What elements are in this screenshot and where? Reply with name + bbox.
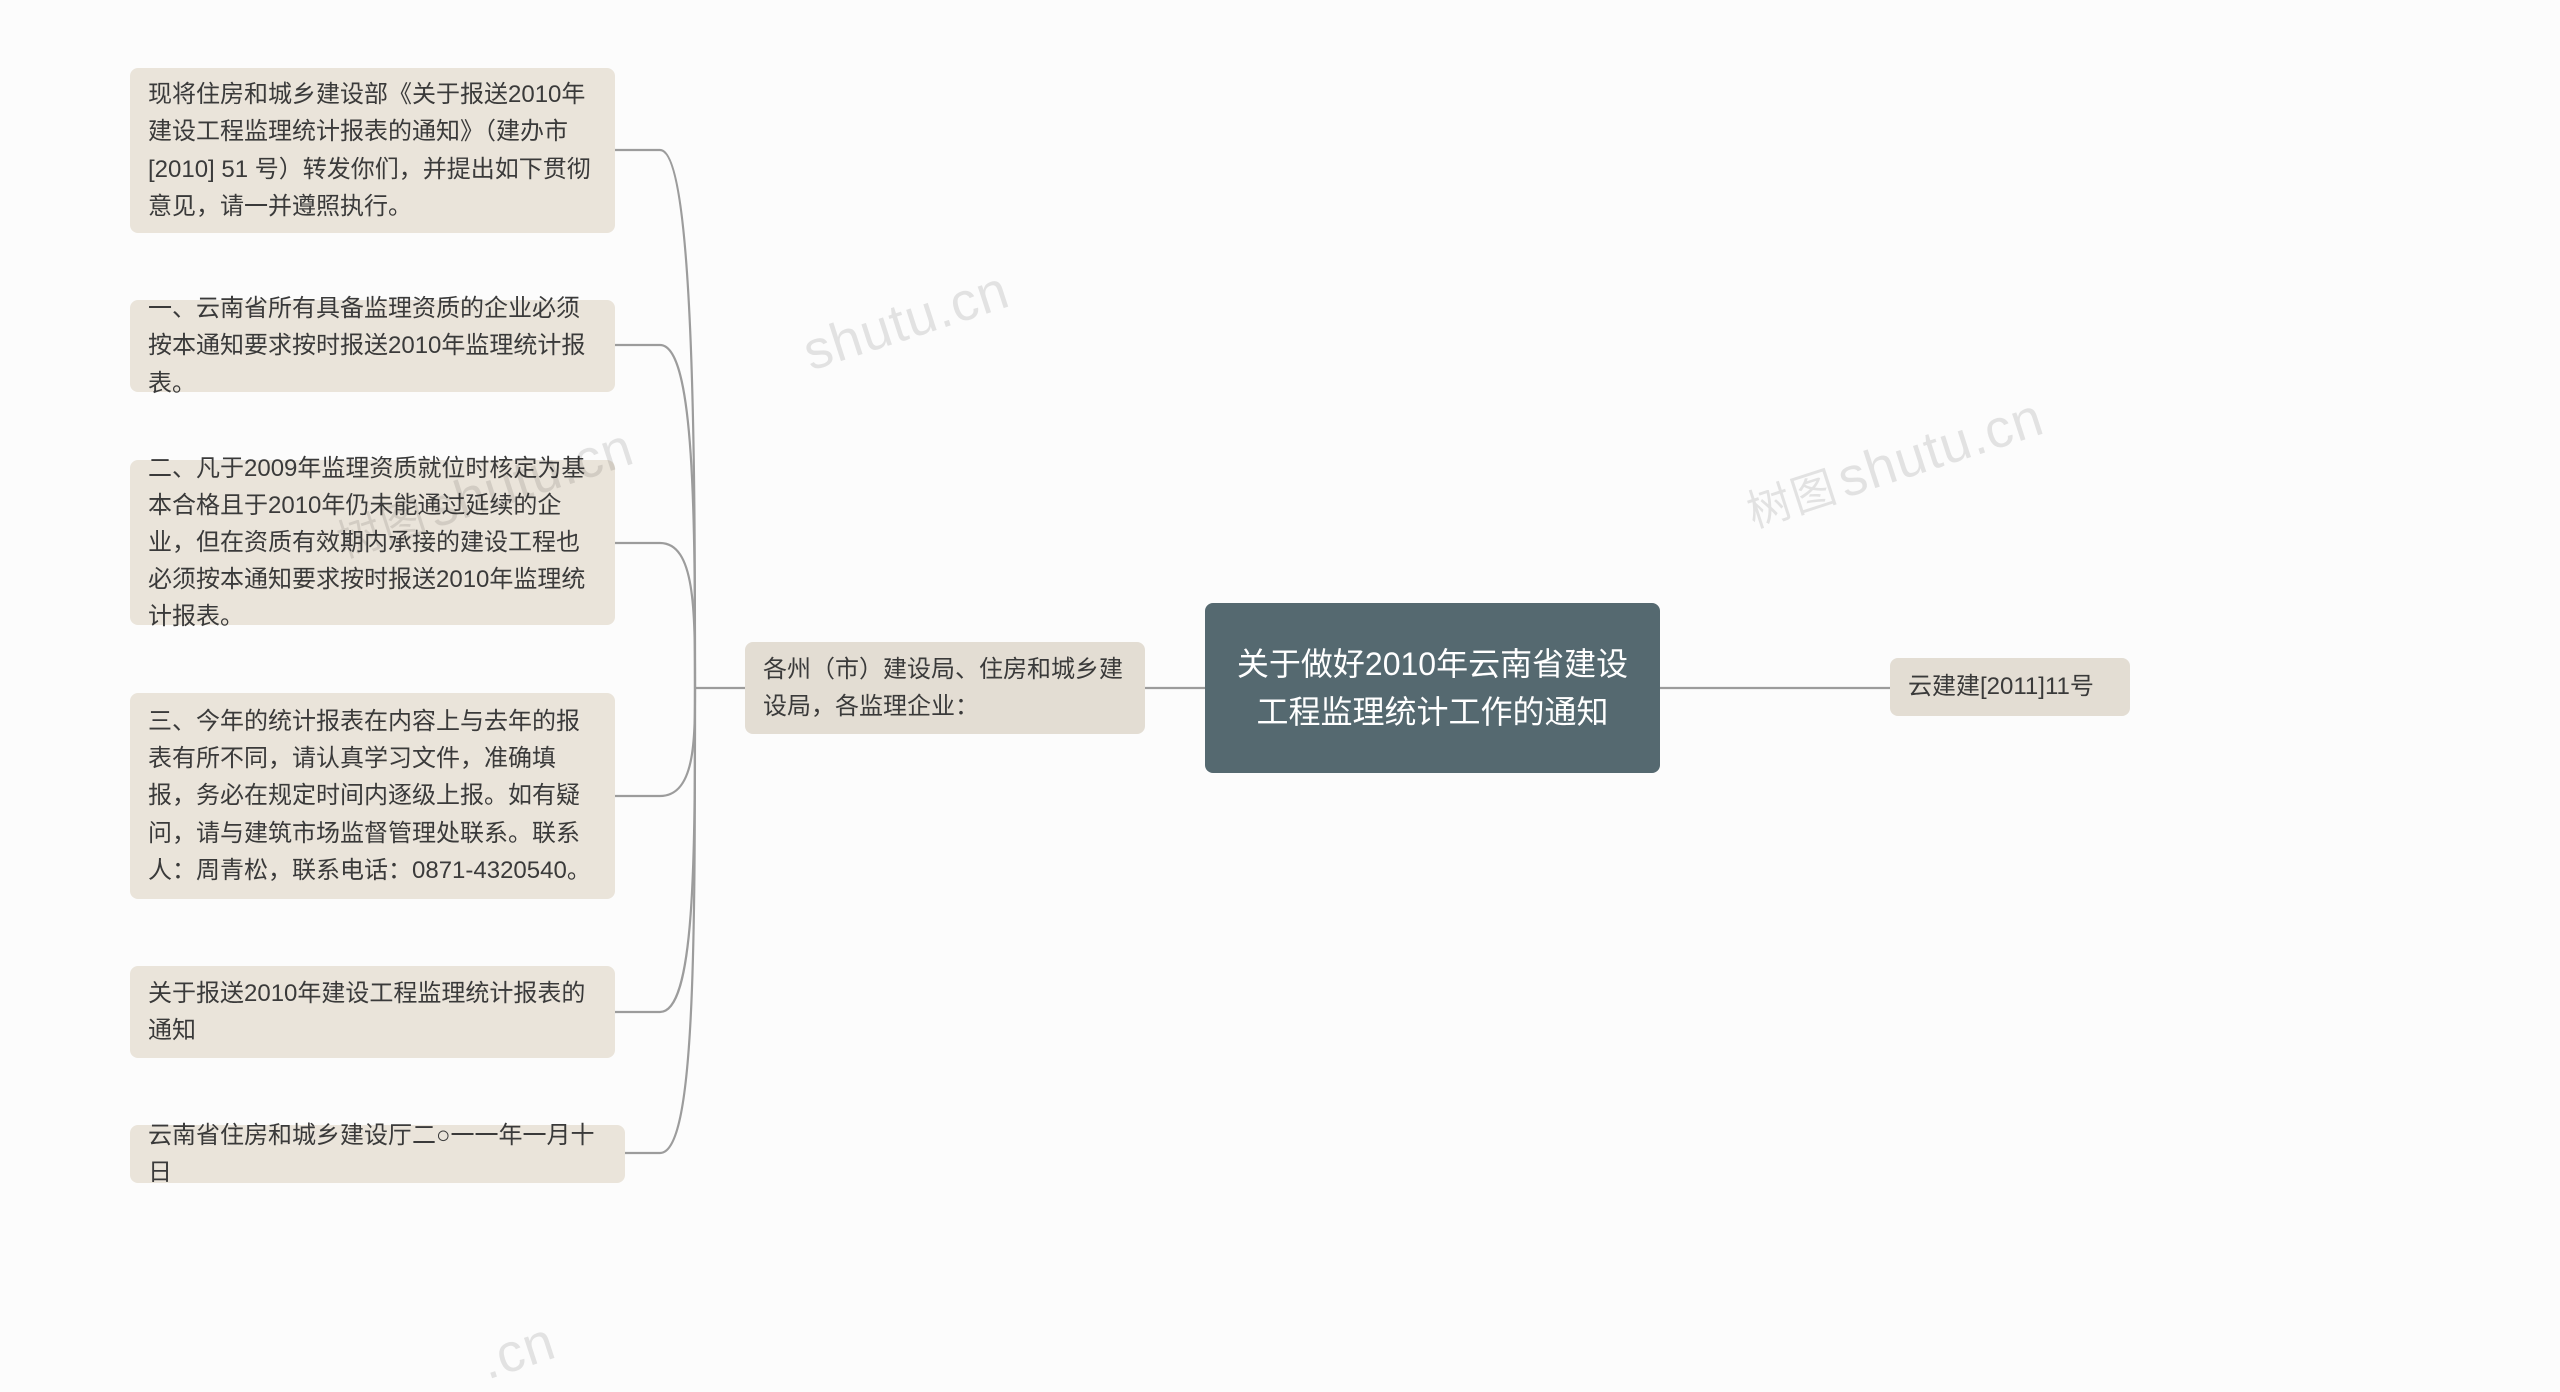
left-child-0[interactable]: 现将住房和城乡建设部《关于报送2010年建设工程监理统计报表的通知》（建办市[2… (130, 68, 615, 233)
left-child-5-text: 云南省住房和城乡建设厅二○一一年一月十日 (148, 1117, 607, 1191)
edge-left-child-1 (615, 345, 695, 688)
left-child-0-text: 现将住房和城乡建设部《关于报送2010年建设工程监理统计报表的通知》（建办市[2… (148, 76, 597, 225)
right-branch-label: 云建建[2011]11号 (1908, 668, 2094, 705)
left-child-2[interactable]: 二、凡于2009年监理资质就位时核定为基本合格且于2010年仍未能通过延续的企业… (130, 460, 615, 625)
left-child-2-text: 二、凡于2009年监理资质就位时核定为基本合格且于2010年仍未能通过延续的企业… (148, 450, 597, 636)
left-child-1[interactable]: 一、云南省所有具备监理资质的企业必须按本通知要求按时报送2010年监理统计报表。 (130, 300, 615, 392)
watermark-3-cn (475, 1343, 490, 1390)
watermark-2-cn: 树图 (1741, 462, 1844, 537)
watermark-2: 树图 shutu.cn (1738, 384, 2051, 540)
left-child-3[interactable]: 三、今年的统计报表在内容上与去年的报表有所不同，请认真学习文件，准确填报，务必在… (130, 693, 615, 899)
left-child-3-text: 三、今年的统计报表在内容上与去年的报表有所不同，请认真学习文件，准确填报，务必在… (148, 703, 597, 889)
left-branch-node[interactable]: 各州（市）建设局、住房和城乡建设局，各监理企业： (745, 642, 1145, 734)
left-child-1-text: 一、云南省所有具备监理资质的企业必须按本通知要求按时报送2010年监理统计报表。 (148, 290, 597, 402)
watermark-2-en: shutu.cn (1830, 387, 2050, 510)
watermark-1: shutu.cn (796, 259, 1017, 384)
watermark-3: .cn (472, 1310, 563, 1392)
left-branch-label: 各州（市）建设局、住房和城乡建设局，各监理企业： (763, 651, 1127, 725)
watermark-1-cn (799, 334, 814, 381)
right-branch-node[interactable]: 云建建[2011]11号 (1890, 658, 2130, 716)
left-child-4[interactable]: 关于报送2010年建设工程监理统计报表的通知 (130, 966, 615, 1058)
edge-left-child-0 (615, 150, 695, 688)
watermark-1-en: shutu.cn (796, 260, 1016, 383)
root-text: 关于做好2010年云南省建设工程监理统计工作的通知 (1223, 640, 1642, 736)
edge-left-child-5 (625, 688, 695, 1153)
root-node[interactable]: 关于做好2010年云南省建设工程监理统计工作的通知 (1205, 603, 1660, 773)
left-child-4-text: 关于报送2010年建设工程监理统计报表的通知 (148, 975, 597, 1049)
watermark-3-en: .cn (473, 1311, 563, 1391)
edge-left-child-4 (615, 688, 695, 1012)
left-child-5[interactable]: 云南省住房和城乡建设厅二○一一年一月十日 (130, 1125, 625, 1183)
edge-left-child-2 (615, 543, 695, 688)
edge-left-child-3 (615, 688, 695, 796)
